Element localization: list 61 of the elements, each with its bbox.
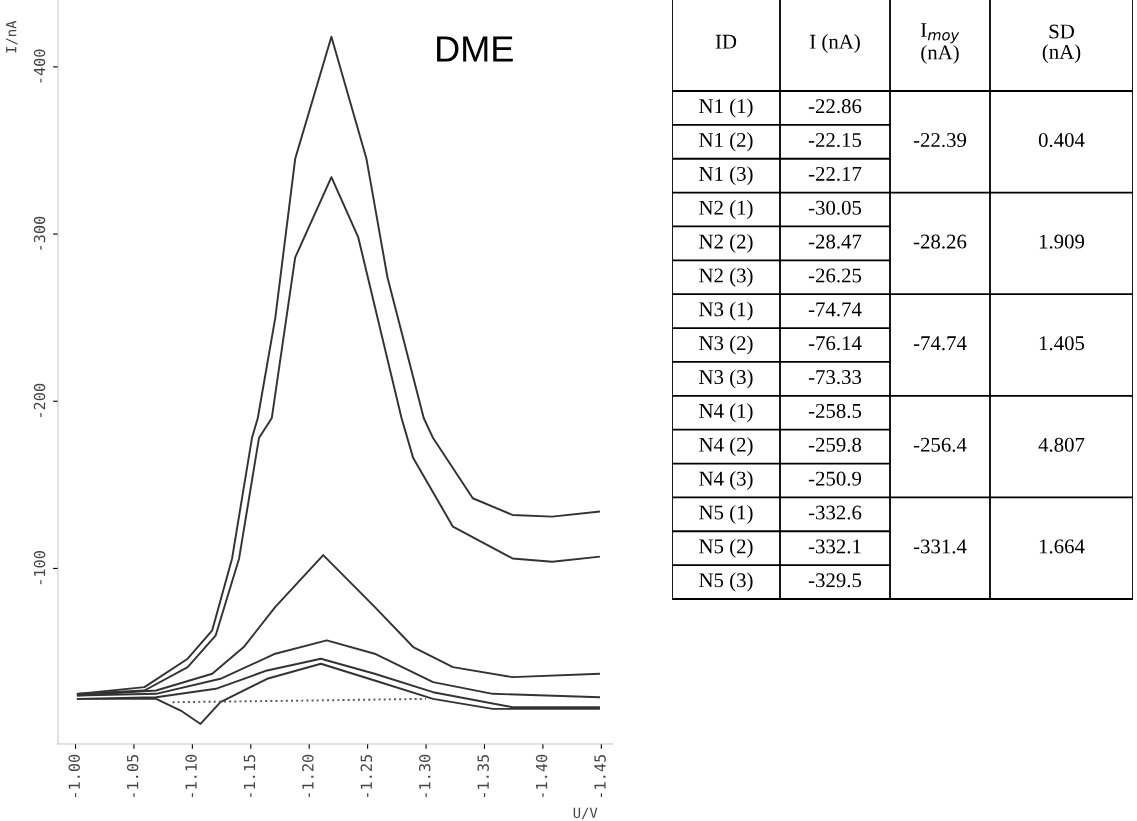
text: N1 (1)	[699, 98, 753, 118]
text: -250.9	[808, 471, 862, 486]
text: 0.404	[1038, 132, 1085, 148]
text: -22.17	[808, 166, 862, 181]
text: -28.47	[808, 234, 862, 249]
text: -332.6	[808, 505, 862, 520]
text: N1 (2)	[699, 132, 753, 152]
category-label: ID	[715, 34, 737, 49]
x-tick-label: -1.25	[360, 754, 373, 798]
category-label: I (nA)	[810, 34, 860, 53]
text: -73.33	[808, 370, 862, 385]
text: -22.39	[913, 133, 967, 148]
text: 4.807	[1038, 437, 1085, 452]
text: -22.15	[808, 133, 862, 148]
text: N5 (1)	[699, 504, 753, 524]
text: -256.4	[913, 437, 967, 452]
text: N4 (3)	[699, 471, 753, 490]
x-tick-label: -1.45	[594, 754, 606, 798]
x-axis-title: U/V	[573, 807, 598, 820]
category-label: I$_{moy}$ (nA)	[920, 23, 960, 64]
text: -30.05	[808, 200, 862, 215]
y-tick-label: -100	[33, 551, 46, 585]
text: N2 (1)	[699, 200, 753, 219]
text: 1.909	[1039, 234, 1085, 249]
text: -332.1	[808, 539, 861, 554]
text: -28.26	[913, 234, 967, 249]
text: N4 (2)	[699, 437, 753, 457]
x-tick-label: -1.15	[243, 754, 256, 798]
text: -76.14	[808, 336, 862, 351]
x-tick-label: -1.10	[185, 754, 197, 798]
text: -259.8	[808, 437, 862, 452]
x-tick-label: -1.40	[535, 754, 548, 798]
text: -74.74	[808, 302, 862, 317]
x-tick-label: -1.35	[477, 754, 489, 798]
text: -74.74	[913, 336, 967, 351]
text: -26.25	[808, 268, 862, 283]
text: N3 (1)	[699, 301, 753, 321]
text: DME	[437, 36, 513, 62]
text: -258.5	[808, 403, 862, 419]
text: N3 (2)	[699, 335, 753, 355]
x-tick-label: -1.20	[302, 754, 314, 798]
text: N1 (3)	[699, 166, 753, 186]
text: N2 (3)	[699, 267, 753, 287]
x-tick-label: -1.05	[126, 754, 139, 798]
y-tick-label: -400	[33, 49, 46, 83]
y-tick-label: -300	[33, 216, 46, 250]
text: -22.86	[808, 99, 862, 114]
y-axis-title: I/nA	[6, 20, 18, 53]
text: 1.405	[1039, 336, 1085, 351]
text: -331.4	[913, 539, 967, 554]
text: 1.664	[1039, 539, 1085, 554]
text: N4 (1)	[699, 403, 753, 423]
x-tick-label: -1.30	[418, 754, 431, 798]
text: N3 (3)	[699, 369, 753, 389]
y-tick-label: -200	[33, 383, 46, 417]
category-label: SD (nA)	[1042, 24, 1081, 64]
text: N5 (3)	[699, 572, 753, 592]
text: N2 (2)	[699, 233, 753, 253]
text: -329.5	[808, 573, 862, 588]
text: N5 (2)	[699, 538, 753, 558]
x-tick-label: -1.00	[68, 754, 80, 798]
